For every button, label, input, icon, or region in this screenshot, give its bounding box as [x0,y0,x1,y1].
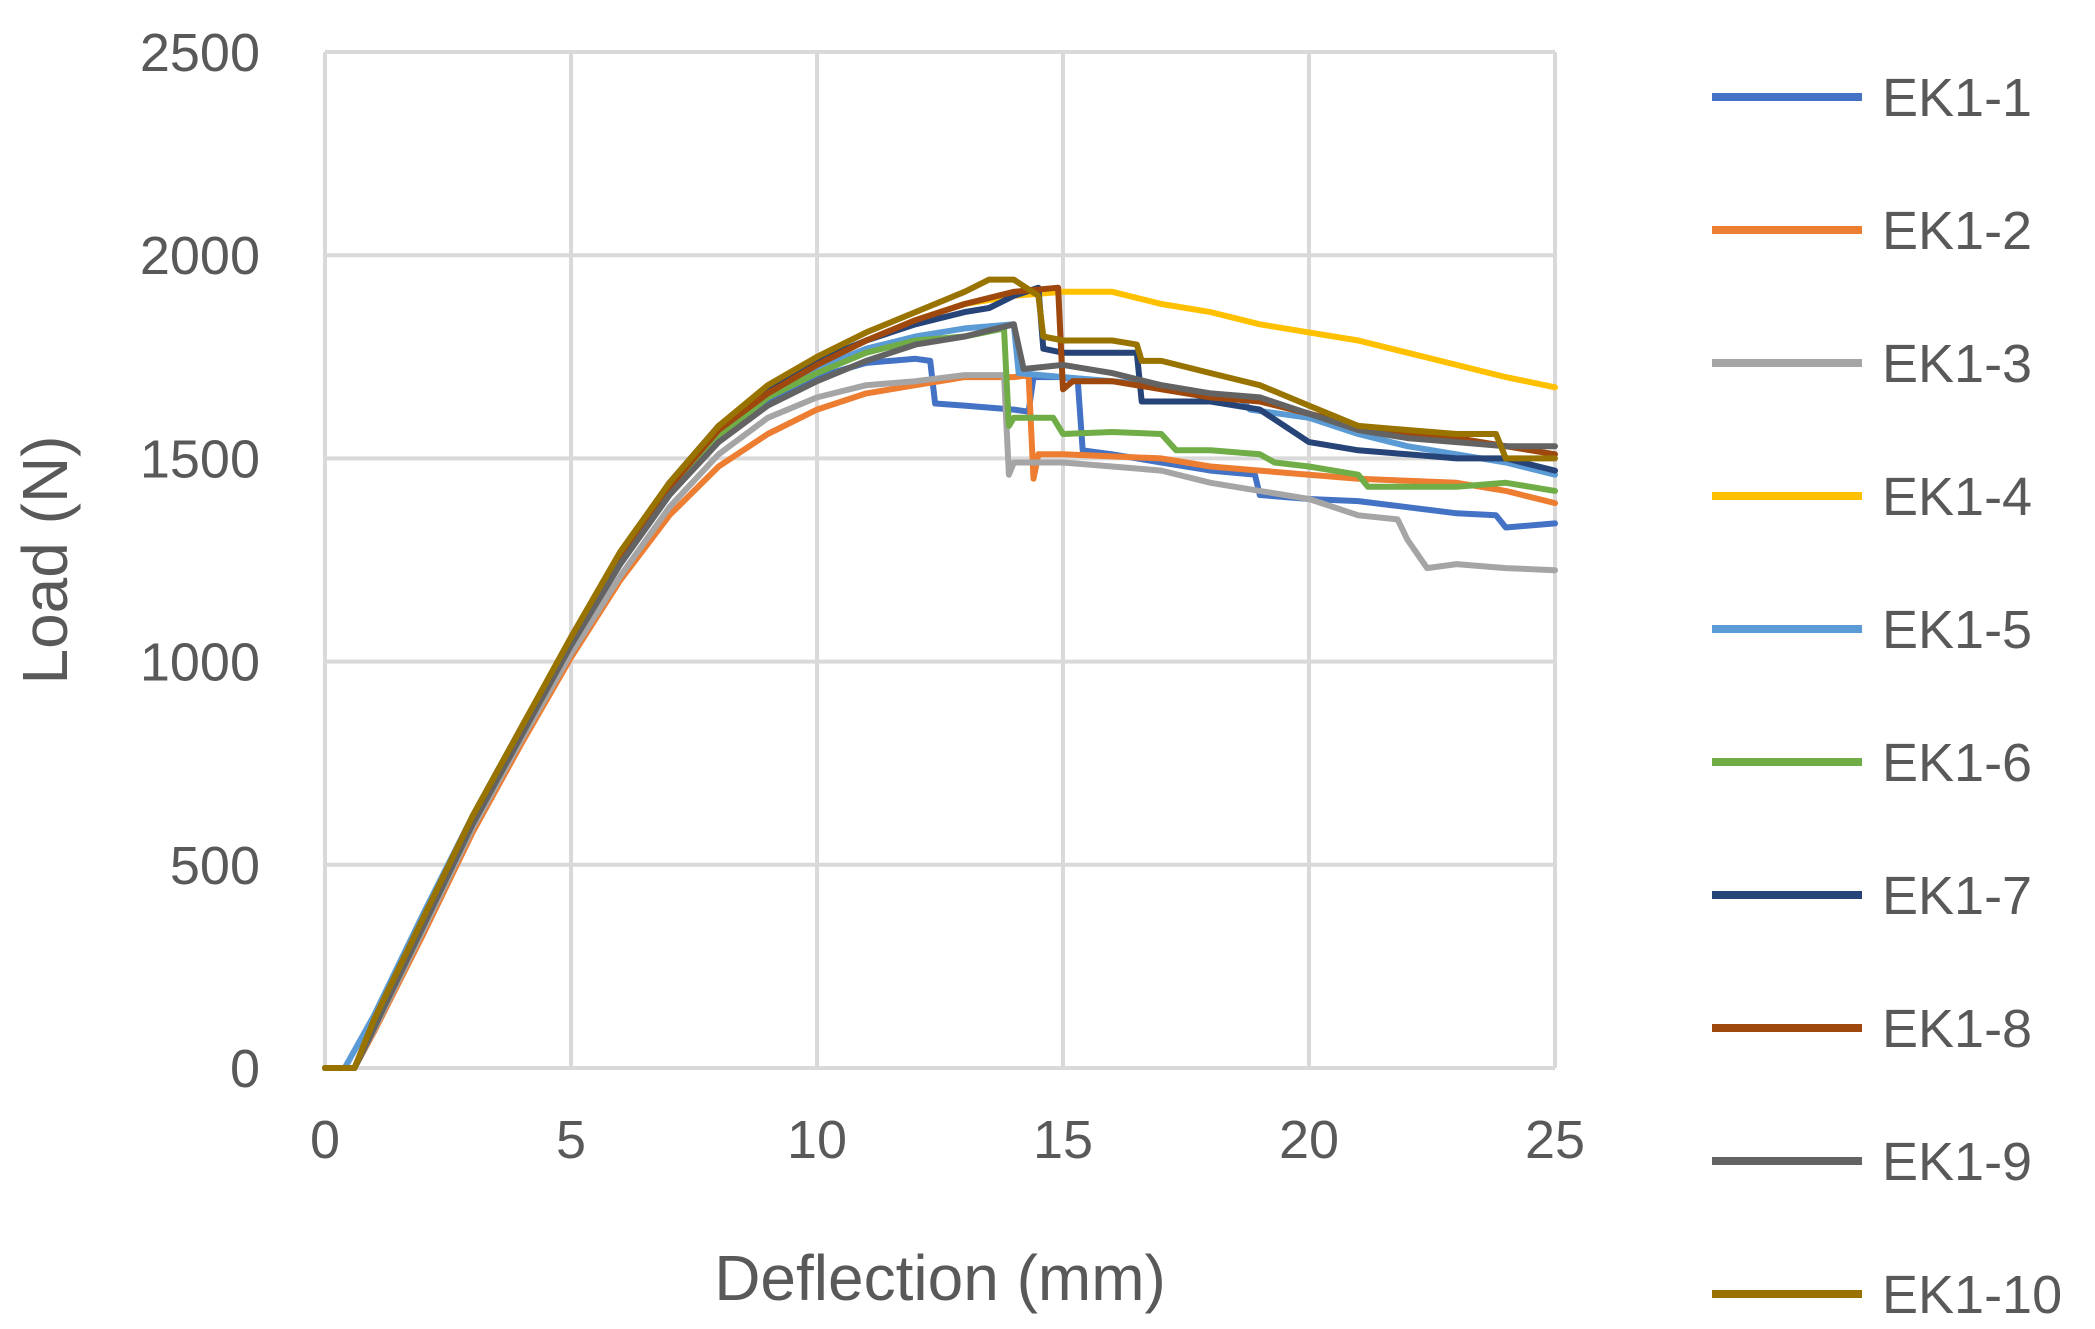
y-tick-label: 1000 [140,633,260,693]
series-line-ek1-4 [322,288,1558,1071]
series-line-ek1-1 [322,355,1558,1071]
y-tick-label: 2500 [140,23,260,83]
y-tick-label: 1500 [140,429,260,489]
legend-label: EK1-6 [1882,733,2032,793]
series-line-ek1-9 [322,321,1558,1071]
gridlines [323,50,1557,1070]
axis-ticks: 0 5 10 15 20 25 0 500 1000 1500 2000 2500 [140,23,1585,1170]
legend: EK1-1 EK1-2 EK1-3 EK1-4 EK1-5 EK1-6 EK1-7 EK1-8… [1712,68,2062,1325]
legend-label: EK1-7 [1882,866,2032,926]
x-tick-label: 15 [1033,1110,1093,1170]
legend-label: EK1-5 [1882,600,2032,660]
y-tick-label: 500 [170,836,260,896]
y-tick-label: 0 [230,1039,260,1099]
x-tick-label: 25 [1525,1110,1585,1170]
plot-area [322,276,1558,1071]
x-tick-label: 10 [787,1110,847,1170]
legend-label: EK1-1 [1882,68,2032,128]
x-tick-label: 0 [310,1110,340,1170]
legend-label: EK1-10 [1882,1265,2062,1325]
series-line-ek1-5 [322,321,1558,1071]
y-axis-title: Load (N) [9,436,81,685]
x-tick-label: 5 [556,1110,586,1170]
x-axis-title: Deflection (mm) [714,1242,1166,1314]
series-line-ek1-2 [322,372,1558,1071]
y-tick-label: 2000 [140,226,260,286]
legend-label: EK1-2 [1882,201,2032,261]
legend-label: EK1-4 [1882,467,2032,527]
series-line-ek1-10 [322,276,1558,1071]
legend-label: EK1-9 [1882,1132,2032,1192]
legend-label: EK1-8 [1882,999,2032,1059]
x-tick-label: 20 [1279,1110,1339,1170]
legend-label: EK1-3 [1882,334,2032,394]
